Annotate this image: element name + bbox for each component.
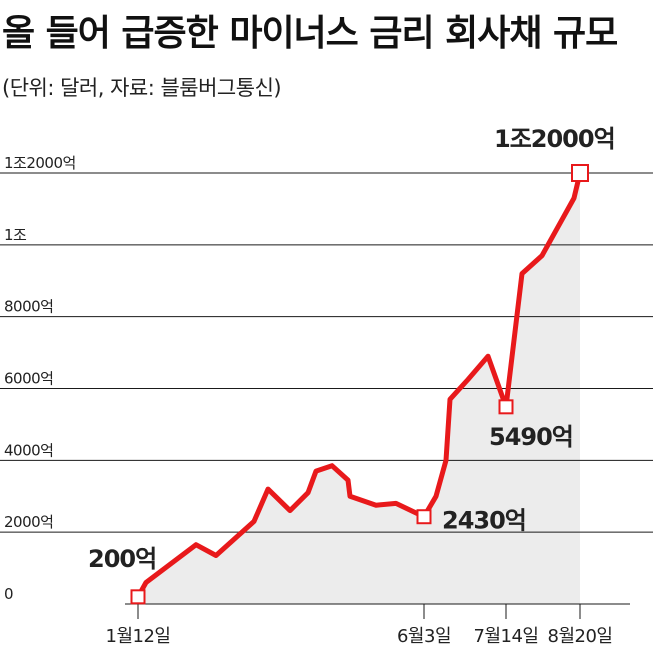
data-point-marker [130,589,146,605]
area-fill [138,173,580,604]
chart-title: 올 들어 급증한 마이너스 금리 회사채 규모 [2,13,618,54]
data-label: 1조2000억 [494,125,615,153]
y-tick-label: 8000억 [4,298,53,316]
chart-subtitle: (단위: 달러, 자료: 블룸버그통신) [2,76,282,100]
data-label: 200억 [88,545,156,573]
x-tick-label: 6월3일 [397,626,451,647]
y-tick-label: 2000억 [4,513,53,531]
x-tick-label: 8월20일 [548,626,613,647]
y-tick-label: 1조2000억 [4,154,76,172]
y-tick-label: 6000억 [4,370,53,388]
data-point-marker [571,164,589,182]
data-label: 2430억 [442,507,526,535]
x-tick-label: 7월14일 [474,626,539,647]
data-label: 5490억 [489,423,573,451]
x-tick-label: 1월12일 [106,626,171,647]
data-point-marker [498,399,514,415]
data-point-marker [416,509,432,525]
y-tick-label: 4000억 [4,441,53,459]
y-tick-label: 0 [4,585,13,603]
series-line [135,170,583,600]
y-tick-label: 1조 [4,226,27,244]
